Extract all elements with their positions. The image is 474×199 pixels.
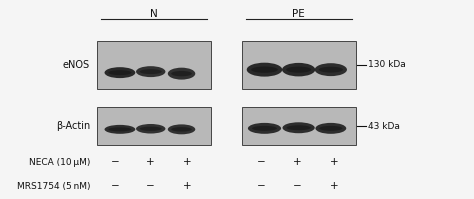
Ellipse shape xyxy=(109,70,131,75)
Text: NECA (10 μM): NECA (10 μM) xyxy=(29,158,90,167)
Text: +: + xyxy=(183,157,191,167)
Ellipse shape xyxy=(319,126,342,131)
Ellipse shape xyxy=(248,123,281,134)
Ellipse shape xyxy=(104,67,136,78)
Text: −: − xyxy=(146,181,155,191)
Text: MRS1754 (5 nM): MRS1754 (5 nM) xyxy=(17,181,90,191)
Ellipse shape xyxy=(104,125,136,134)
Text: +: + xyxy=(330,157,338,167)
Ellipse shape xyxy=(316,123,346,134)
Text: 130 kDa: 130 kDa xyxy=(368,60,406,69)
Text: PE: PE xyxy=(292,9,305,19)
Ellipse shape xyxy=(286,125,311,130)
Ellipse shape xyxy=(136,124,165,134)
Text: 43 kDa: 43 kDa xyxy=(368,122,400,131)
Bar xyxy=(242,107,356,145)
Ellipse shape xyxy=(109,127,131,131)
Ellipse shape xyxy=(246,63,282,77)
Bar xyxy=(97,107,211,145)
Text: −: − xyxy=(111,157,119,167)
Text: −: − xyxy=(257,181,266,191)
Ellipse shape xyxy=(251,66,278,73)
Ellipse shape xyxy=(136,66,165,77)
Bar xyxy=(97,41,211,89)
Text: N: N xyxy=(150,9,158,19)
Ellipse shape xyxy=(252,126,277,131)
Text: +: + xyxy=(330,181,338,191)
Ellipse shape xyxy=(168,68,195,80)
Text: −: − xyxy=(293,181,302,191)
Ellipse shape xyxy=(283,122,315,133)
Ellipse shape xyxy=(282,63,315,76)
Text: β-Actin: β-Actin xyxy=(56,121,90,131)
Text: eNOS: eNOS xyxy=(63,60,90,70)
Text: +: + xyxy=(146,157,155,167)
Ellipse shape xyxy=(286,67,311,73)
Ellipse shape xyxy=(319,67,343,73)
Ellipse shape xyxy=(140,127,162,131)
Ellipse shape xyxy=(315,63,347,76)
Text: +: + xyxy=(183,181,191,191)
Text: −: − xyxy=(257,157,266,167)
Ellipse shape xyxy=(171,71,192,76)
Bar xyxy=(242,41,356,89)
Ellipse shape xyxy=(171,127,192,132)
Text: +: + xyxy=(293,157,302,167)
Ellipse shape xyxy=(168,124,195,134)
Ellipse shape xyxy=(140,69,162,74)
Text: −: − xyxy=(111,181,119,191)
